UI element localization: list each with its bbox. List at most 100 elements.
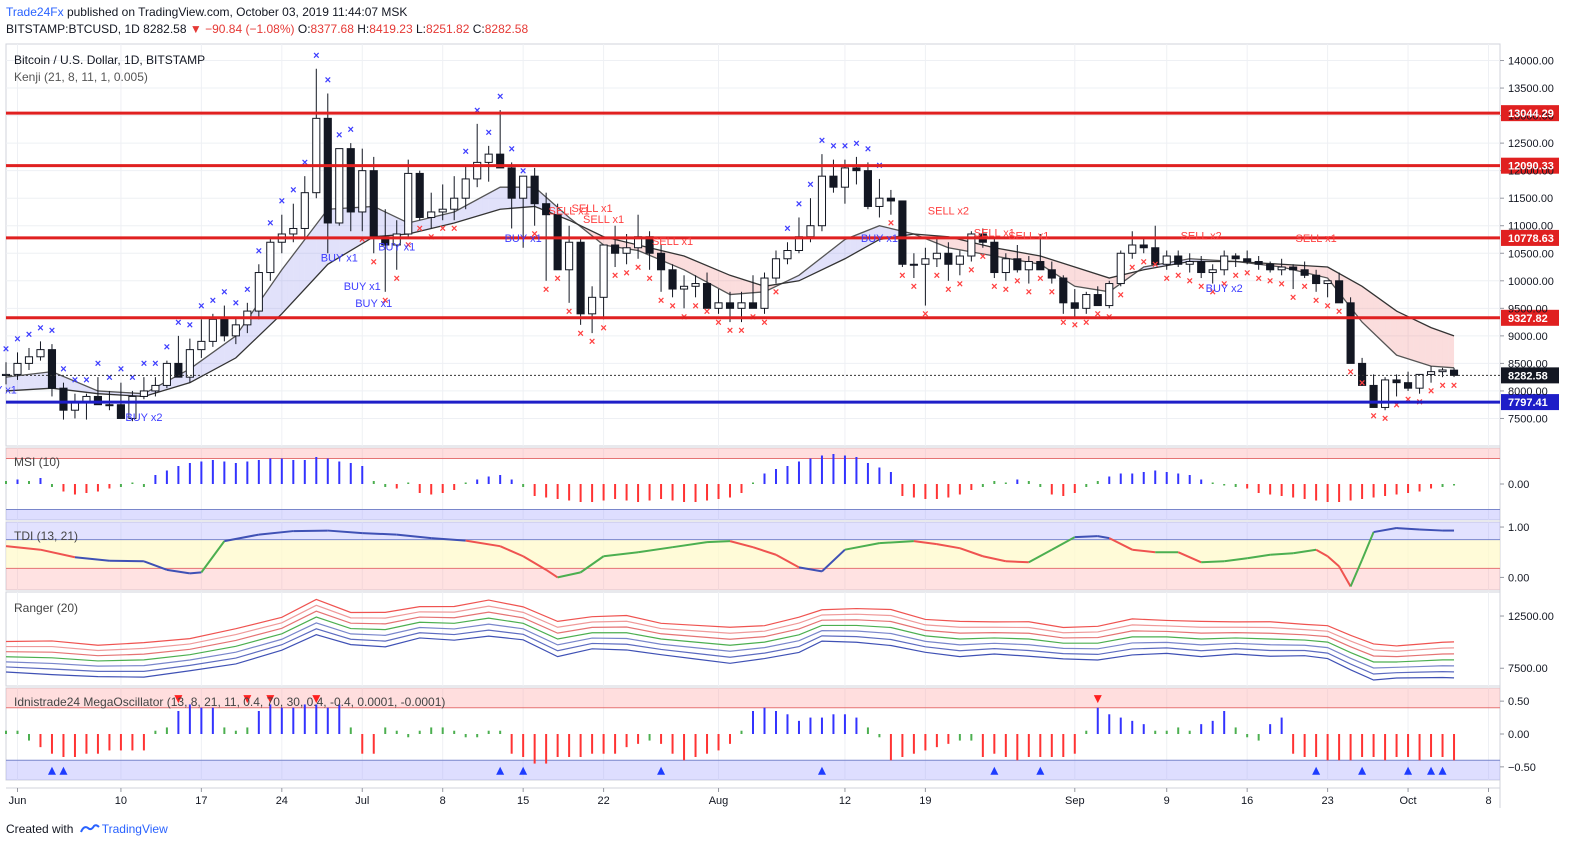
buy-x-marker: ×	[129, 372, 135, 384]
candle-body	[829, 175, 838, 188]
kenji-cloud-segment	[954, 238, 960, 250]
kenji-cloud-segment	[827, 248, 834, 268]
candle-body	[1208, 269, 1217, 274]
candle-body	[1197, 261, 1206, 274]
mega-up-triangle-icon	[47, 766, 56, 775]
kenji-cloud-segment	[1425, 324, 1432, 367]
price-tick-label: 11500.00	[1508, 193, 1553, 205]
kenji-cloud-segment	[17, 375, 24, 391]
candle-body	[1438, 369, 1447, 373]
buy-x-marker: ×	[279, 196, 285, 208]
candle-body	[771, 258, 781, 279]
price-tick-label: 8500.00	[1508, 358, 1548, 370]
sell-x-marker: ×	[1049, 287, 1055, 299]
candle-body	[507, 167, 516, 199]
kenji-cloud-segment	[1316, 266, 1322, 277]
buy-x-marker: ×	[313, 50, 319, 62]
tdi-line-segment	[5, 545, 41, 551]
candle-body	[369, 170, 378, 238]
msi-title: MSI (10)	[14, 455, 60, 469]
signal-label-sell: SELL x2	[928, 206, 969, 218]
candle-body	[358, 170, 367, 213]
high-label: H:	[357, 22, 370, 36]
low-label: L:	[416, 22, 427, 36]
kenji-cloud-segment	[28, 373, 35, 390]
kenji-cloud-segment	[63, 376, 70, 391]
sell-x-marker: ×	[566, 306, 572, 318]
candle-body	[760, 277, 769, 309]
candle-body	[185, 349, 194, 378]
mega-tick-label: 0.00	[1508, 729, 1529, 741]
kenji-cloud-segment	[724, 272, 731, 295]
kenji-cloud-segment	[753, 282, 759, 293]
buy-x-marker: ×	[485, 127, 491, 139]
price-tick-label: 13000.00	[1508, 111, 1554, 123]
sell-x-marker: ×	[1347, 366, 1353, 378]
candle-body	[921, 258, 930, 265]
candle-body	[1381, 379, 1390, 408]
candle-body	[783, 250, 792, 260]
time-tick-label: 17	[195, 795, 207, 807]
candle-body	[622, 247, 631, 254]
created-with-text: Created with	[6, 822, 74, 836]
kenji-cloud-segment	[86, 386, 93, 393]
tdi-line-segment	[1419, 528, 1443, 532]
level-price-label: 10778.63	[1508, 233, 1554, 245]
tdi-line-segment	[557, 571, 581, 579]
kenji-cloud-segment	[1310, 265, 1317, 276]
sell-x-marker: ×	[957, 278, 963, 290]
kenji-cloud-segment	[207, 352, 213, 374]
msi-upper-band	[6, 448, 1500, 459]
tdi-line-segment	[752, 546, 777, 556]
change-down-arrow-icon: ▼	[189, 22, 202, 36]
kenji-cloud-segment	[862, 230, 868, 250]
sell-x-marker: ×	[1026, 287, 1032, 299]
buy-x-marker: ×	[853, 138, 859, 150]
tradingview-brand[interactable]: TradingView	[101, 822, 168, 836]
kenji-cloud-segment	[253, 302, 259, 342]
tdi-line-segment	[1005, 560, 1029, 564]
time-tick-label: 8	[1485, 795, 1491, 807]
time-tick-label: 15	[517, 795, 529, 807]
tdi-line-segment	[1326, 555, 1340, 568]
candle-body	[208, 318, 217, 342]
sell-x-marker: ×	[1152, 259, 1158, 271]
kenji-cloud-segment	[1396, 311, 1403, 357]
buy-x-marker: ×	[348, 124, 354, 136]
candle-body	[461, 178, 470, 199]
mega-up-triangle-icon	[990, 766, 999, 775]
sell-x-marker: ×	[394, 273, 400, 285]
candle-body	[1105, 283, 1114, 307]
tdi-line-segment	[1201, 560, 1225, 564]
ranger-band-line	[6, 604, 1455, 652]
sell-x-marker: ×	[1290, 292, 1296, 304]
tdi-line-segment	[189, 571, 202, 575]
sell-x-marker: ×	[669, 300, 675, 312]
candle-body	[932, 252, 941, 260]
footer: Created with TradingView	[6, 822, 168, 836]
buy-x-marker: ×	[106, 372, 112, 384]
mega-up-triangle-icon	[59, 766, 68, 775]
publish-info: Trade24Fx published on TradingView.com, …	[6, 5, 407, 19]
kenji-cloud-segment	[350, 207, 357, 251]
buy-x-marker: ×	[233, 298, 239, 310]
candle-body	[588, 296, 597, 315]
price-tick-label: 12000.00	[1508, 166, 1554, 178]
publisher-name[interactable]: Trade24Fx	[6, 5, 64, 19]
candle-body	[59, 387, 68, 411]
time-tick-label: Jul	[355, 795, 369, 807]
kenji-cloud-segment	[69, 378, 75, 391]
sell-x-marker: ×	[1232, 270, 1238, 282]
mega-up-triangle-icon	[1404, 766, 1413, 775]
time-tick-label: Oct	[1399, 795, 1416, 807]
candle-body	[1289, 266, 1298, 271]
buy-x-marker: ×	[807, 179, 813, 191]
kenji-cloud-segment	[689, 258, 696, 276]
kenji-cloud-segment	[1321, 266, 1328, 279]
sell-x-marker: ×	[1186, 276, 1192, 288]
price-tick-label: 13500.00	[1508, 83, 1554, 95]
tdi-line-segment	[224, 533, 260, 543]
kenji-cloud-segment	[1069, 265, 1075, 287]
sell-x-marker: ×	[1014, 276, 1020, 288]
